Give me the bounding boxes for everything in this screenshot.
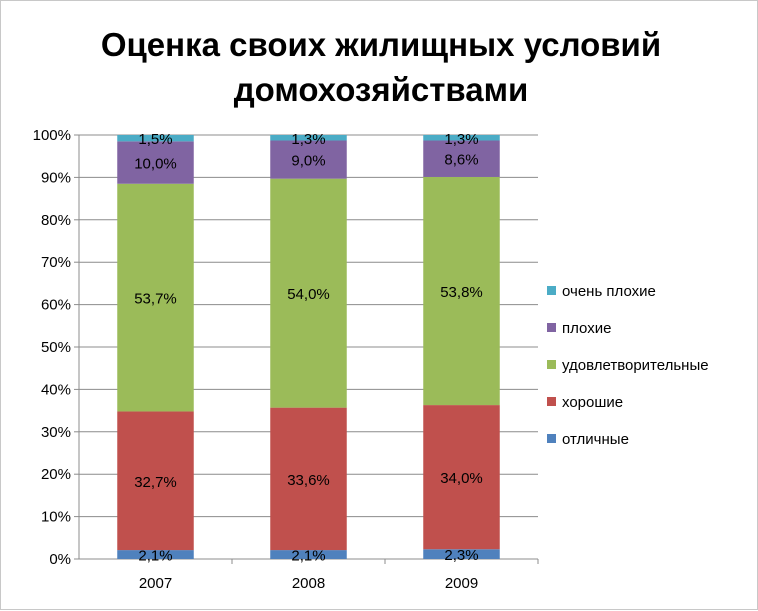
data-label: 32,7% bbox=[134, 474, 177, 491]
bar-segment bbox=[270, 407, 347, 551]
data-label: 2,1% bbox=[291, 548, 325, 565]
x-tick-label: 2007 bbox=[139, 575, 172, 592]
y-tick-label: 40% bbox=[41, 381, 71, 398]
legend-entry-label: удовлетворительные bbox=[562, 357, 709, 374]
bar-segment bbox=[117, 183, 194, 412]
bar-segment bbox=[270, 140, 347, 179]
chart-title-line-2: домохозяйствами bbox=[234, 71, 529, 108]
axes: 0% 10% 20% 30% 40% 50% 60% 70% 80% 90% 100% 2007 200… bbox=[33, 127, 539, 592]
bar-segment bbox=[117, 411, 194, 551]
bar-segment bbox=[423, 135, 500, 141]
y-tick-label: 30% bbox=[41, 424, 71, 441]
legend-swatch bbox=[547, 434, 556, 443]
bar-segment bbox=[270, 178, 347, 408]
data-label: 2,3% bbox=[444, 547, 478, 564]
bar-segment bbox=[117, 550, 194, 559]
y-tick-label: 0% bbox=[49, 551, 71, 568]
y-tick-label: 90% bbox=[41, 169, 71, 186]
x-tick-label: 2009 bbox=[445, 575, 478, 592]
data-label: 53,7% bbox=[134, 291, 177, 308]
data-label: 33,6% bbox=[287, 472, 330, 489]
bar-segment bbox=[423, 405, 500, 550]
legend-entry-label: плохие bbox=[562, 320, 611, 337]
data-label: 54,0% bbox=[287, 286, 330, 303]
data-label: 34,0% bbox=[440, 470, 483, 487]
bar-segment bbox=[270, 135, 347, 141]
data-label: 10,0% bbox=[134, 156, 177, 173]
legend-swatch bbox=[547, 323, 556, 332]
y-tick-label: 60% bbox=[41, 297, 71, 314]
y-tick-label: 70% bbox=[41, 254, 71, 271]
legend-swatch bbox=[547, 360, 556, 369]
bar-segment bbox=[117, 135, 194, 142]
data-label: 1,3% bbox=[444, 131, 478, 148]
data-label: 2,1% bbox=[138, 548, 172, 565]
data-label: 53,8% bbox=[440, 284, 483, 301]
y-tick-label: 20% bbox=[41, 466, 71, 483]
chart-title-line-1: Оценка своих жилищных условий bbox=[101, 26, 661, 63]
y-tick-label: 10% bbox=[41, 509, 71, 526]
data-labels: 2,1% 32,7% 53,7% 10,0% 1,5% 2,1% 33,6% 54,0% 9,0… bbox=[134, 131, 483, 565]
legend-swatch bbox=[547, 286, 556, 295]
bar-segment bbox=[423, 140, 500, 177]
bar-segment bbox=[423, 549, 500, 559]
bar-segment bbox=[423, 176, 500, 406]
legend-entry-label: хорошие bbox=[562, 394, 623, 411]
data-label: 9,0% bbox=[291, 153, 325, 170]
legend: очень плохие плохие удовлетворительные хоро… bbox=[547, 283, 709, 448]
bars bbox=[117, 135, 500, 559]
y-tick-label: 100% bbox=[33, 127, 71, 144]
bar-segment bbox=[117, 141, 194, 184]
data-label: 1,3% bbox=[291, 131, 325, 148]
legend-swatch bbox=[547, 397, 556, 406]
y-tick-label: 80% bbox=[41, 212, 71, 229]
legend-entry-label: очень плохие bbox=[562, 283, 656, 300]
data-label: 8,6% bbox=[444, 152, 478, 169]
x-tick-label: 2008 bbox=[292, 575, 325, 592]
legend-entry-label: отличные bbox=[562, 431, 629, 448]
data-label: 1,5% bbox=[138, 131, 172, 148]
y-tick-label: 50% bbox=[41, 339, 71, 356]
bar-segment bbox=[270, 550, 347, 559]
